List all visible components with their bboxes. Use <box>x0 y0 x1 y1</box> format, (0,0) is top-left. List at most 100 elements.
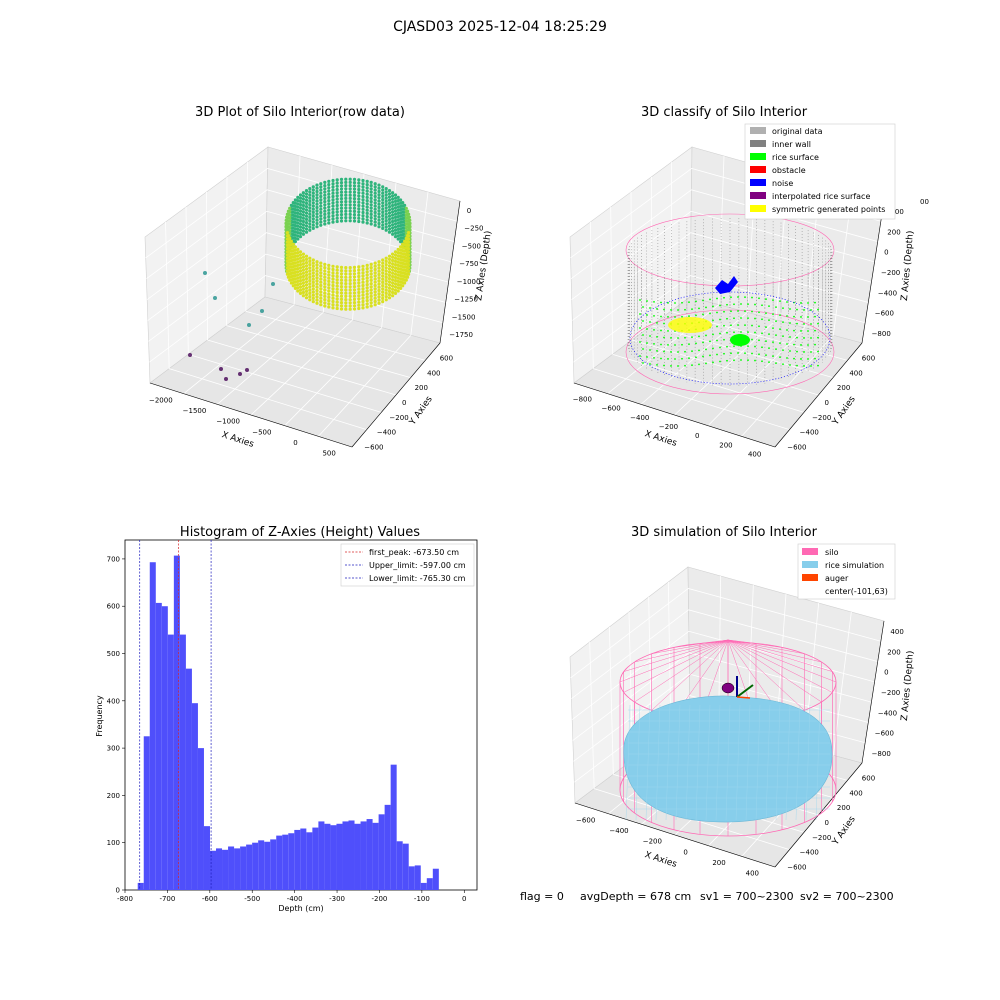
raw-point <box>361 194 365 199</box>
raw-point <box>365 286 369 290</box>
raw-point <box>396 251 400 255</box>
raw-point <box>393 203 398 207</box>
raw-point <box>308 212 312 216</box>
symmetric-points <box>668 317 712 333</box>
raw-point <box>391 191 395 195</box>
raw-point <box>344 288 348 292</box>
raw-point <box>352 269 357 273</box>
rice-surface-point <box>772 313 774 316</box>
raw-point <box>339 216 344 220</box>
raw-point <box>335 191 339 195</box>
raw-point <box>315 282 319 286</box>
raw-point <box>304 257 309 261</box>
raw-point <box>408 218 412 222</box>
raw-point <box>304 224 309 228</box>
raw-point <box>319 214 323 218</box>
raw-point <box>308 222 312 226</box>
raw-point <box>331 306 335 310</box>
raw-point <box>377 186 381 190</box>
rice-surface-point <box>663 322 665 325</box>
histogram-bar <box>234 848 241 890</box>
classify-3d-ticks: −800 −600 −400 −200 0 200 400 −600 −400 −200 0 200 4… <box>573 198 929 458</box>
raw-point <box>304 230 309 234</box>
y-tick-label: 400 <box>849 369 862 377</box>
raw-point <box>311 287 315 291</box>
raw-point <box>293 283 297 287</box>
y-axis-line <box>351 342 441 448</box>
rice-surface-point <box>660 329 662 332</box>
raw-point <box>308 266 312 270</box>
rice-surface-point <box>660 343 662 346</box>
raw-point <box>361 274 365 278</box>
rice-surface-point <box>691 336 693 339</box>
raw-point <box>293 254 297 258</box>
raw-point <box>391 255 395 259</box>
raw-point <box>308 203 312 207</box>
z-tick-label: −400 <box>878 709 897 717</box>
raw-point <box>298 266 303 270</box>
rice-mesh-line <box>805 704 811 821</box>
raw-point <box>335 194 339 198</box>
raw-point <box>404 206 408 210</box>
raw-point <box>323 298 327 302</box>
raw-point <box>391 216 395 220</box>
raw-point <box>339 181 344 185</box>
raw-point <box>296 231 300 235</box>
raw-point <box>308 269 312 273</box>
rice-surface-point <box>695 342 697 345</box>
raw-point <box>384 263 388 267</box>
grid-line <box>589 641 595 789</box>
raw-point <box>327 299 331 303</box>
raw-point <box>298 253 303 257</box>
rice-mesh-line <box>635 704 641 821</box>
raw-point <box>393 231 398 235</box>
raw-point <box>319 191 323 195</box>
center-marker <box>721 682 735 694</box>
rice-surface-point <box>653 314 655 317</box>
raw-point <box>311 290 315 294</box>
raw-point <box>293 286 297 290</box>
grid-line <box>572 652 872 741</box>
raw-point <box>298 222 303 226</box>
raw-point <box>399 251 403 255</box>
grid-line <box>630 191 633 341</box>
raw-point <box>296 260 300 264</box>
raw-point <box>335 284 339 288</box>
simulation-3d-ticks: −600−400−2000200400−600−400−200020040060… <box>576 628 904 878</box>
raw-outlier-point <box>224 377 228 381</box>
raw-point <box>331 271 335 275</box>
raw-point <box>296 224 300 228</box>
rice-surface-point <box>807 344 809 346</box>
rice-surface-point <box>779 342 781 345</box>
raw-point <box>396 208 400 212</box>
raw-point <box>403 239 407 243</box>
raw-point <box>391 274 395 279</box>
raw-point <box>406 234 410 238</box>
raw-point <box>396 273 400 277</box>
raw-point <box>293 274 297 278</box>
raw-point <box>352 184 357 188</box>
raw-point <box>301 278 305 282</box>
rice-surface-point <box>754 331 756 334</box>
rice-mesh-line <box>655 704 661 821</box>
raw-point <box>348 203 352 207</box>
rice-surface-point <box>730 352 732 355</box>
raw-point <box>304 283 309 287</box>
raw-point <box>323 266 327 270</box>
raw-point <box>381 194 385 198</box>
rice-surface-point <box>810 337 812 339</box>
raw-point <box>298 272 303 276</box>
z-tick-label: −600 <box>875 310 894 318</box>
grid-line <box>571 609 878 700</box>
raw-point <box>373 191 377 195</box>
raw-point <box>301 271 305 275</box>
legend-frame <box>340 543 475 587</box>
raw-point <box>384 275 388 279</box>
raw-point <box>381 258 385 262</box>
raw-outlier-point <box>203 271 207 275</box>
raw-point <box>369 301 373 305</box>
raw-point <box>323 209 327 213</box>
rice-mesh-line <box>665 704 671 821</box>
raw-point <box>286 209 290 213</box>
raw-point <box>335 207 339 211</box>
